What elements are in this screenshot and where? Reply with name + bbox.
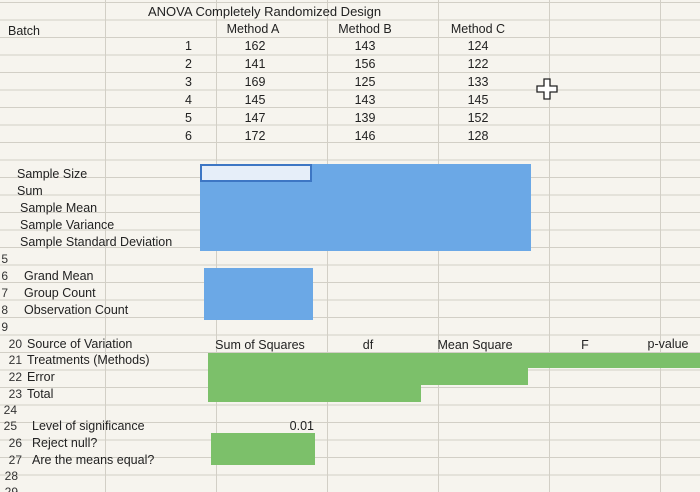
stat-label: Sample Variance <box>20 218 115 232</box>
means-equal-label: Are the means equal? <box>32 453 155 467</box>
method-c-cell[interactable]: 145 <box>467 93 489 107</box>
error-answer-row[interactable] <box>208 368 528 385</box>
batch-number[interactable]: 4 <box>185 93 192 107</box>
stat-label: Sum <box>17 184 43 198</box>
row-number: 5 <box>1 252 8 266</box>
f-header: F <box>581 338 589 352</box>
stat-label: Sample Size <box>17 167 88 181</box>
treatments-answer-row[interactable] <box>208 353 700 368</box>
method-a-header[interactable]: Method A <box>226 22 280 36</box>
method-a-cell[interactable]: 169 <box>244 75 266 89</box>
anova-row-label: Treatments (Methods) <box>27 353 150 367</box>
stat-label: Sample Standard Deviation <box>20 235 173 249</box>
anova-row-label: Error <box>27 370 55 384</box>
p-value-header: p-value <box>647 337 689 351</box>
row-number: 7 <box>1 286 8 300</box>
method-a-cell[interactable]: 141 <box>244 57 266 71</box>
ms-header: Mean Square <box>437 338 513 352</box>
stat-label: Sample Mean <box>20 201 98 215</box>
significance-value[interactable]: 0.01 <box>289 419 314 433</box>
total-answer-row[interactable] <box>208 385 421 402</box>
plus-cursor-icon <box>536 78 558 100</box>
batch-number[interactable]: 6 <box>185 129 192 143</box>
overall-input-area[interactable] <box>204 268 313 320</box>
method-b-cell[interactable]: 146 <box>354 129 376 143</box>
batch-label: Batch <box>8 24 40 38</box>
row-number: 24 <box>3 403 17 417</box>
batch-number[interactable]: 1 <box>185 39 192 53</box>
row-number: 6 <box>1 269 8 283</box>
method-c-cell[interactable]: 152 <box>467 111 489 125</box>
method-b-cell[interactable]: 125 <box>354 75 376 89</box>
row-number: 26 <box>8 436 22 450</box>
method-a-cell[interactable]: 147 <box>244 111 266 125</box>
method-b-cell[interactable]: 143 <box>354 39 376 53</box>
overall-label: Observation Count <box>24 303 129 317</box>
df-header: df <box>362 338 374 352</box>
row-number: 23 <box>8 387 22 401</box>
reject-null-label: Reject null? <box>32 436 98 450</box>
method-b-cell[interactable]: 139 <box>354 111 376 125</box>
method-c-cell[interactable]: 128 <box>467 129 489 143</box>
row-number: 20 <box>8 337 22 351</box>
row-number: 21 <box>8 353 22 367</box>
source-header: Source of Variation <box>27 337 133 351</box>
row-number: 9 <box>1 320 8 334</box>
method-b-cell[interactable]: 143 <box>354 93 376 107</box>
conclusion-answer-area[interactable] <box>211 433 315 465</box>
overall-label: Grand Mean <box>24 269 94 283</box>
row-number: 25 <box>3 419 17 433</box>
row-number: 27 <box>8 453 22 467</box>
batch-number[interactable]: 2 <box>185 57 192 71</box>
overall-label: Group Count <box>24 286 96 300</box>
row-number: 8 <box>1 303 8 317</box>
batch-number[interactable]: 3 <box>185 75 192 89</box>
anova-row-label: Total <box>27 387 54 401</box>
method-b-header[interactable]: Method B <box>338 22 392 36</box>
method-b-cell[interactable]: 156 <box>354 57 376 71</box>
method-c-cell[interactable]: 122 <box>467 57 489 71</box>
method-a-cell[interactable]: 172 <box>244 129 266 143</box>
row-number: 29 <box>4 485 18 492</box>
ss-header: Sum of Squares <box>215 338 305 352</box>
batch-number[interactable]: 5 <box>185 111 192 125</box>
row-number: 28 <box>4 469 18 483</box>
row-number: 22 <box>8 370 22 384</box>
method-a-cell[interactable]: 162 <box>244 39 266 53</box>
method-c-cell[interactable]: 124 <box>467 39 489 53</box>
selected-cell[interactable] <box>200 164 312 182</box>
method-c-cell[interactable]: 133 <box>467 75 489 89</box>
method-c-header[interactable]: Method C <box>450 22 506 36</box>
significance-label: Level of significance <box>32 419 145 433</box>
method-a-cell[interactable]: 145 <box>244 93 266 107</box>
sheet-title: ANOVA Completely Randomized Design <box>148 4 382 19</box>
